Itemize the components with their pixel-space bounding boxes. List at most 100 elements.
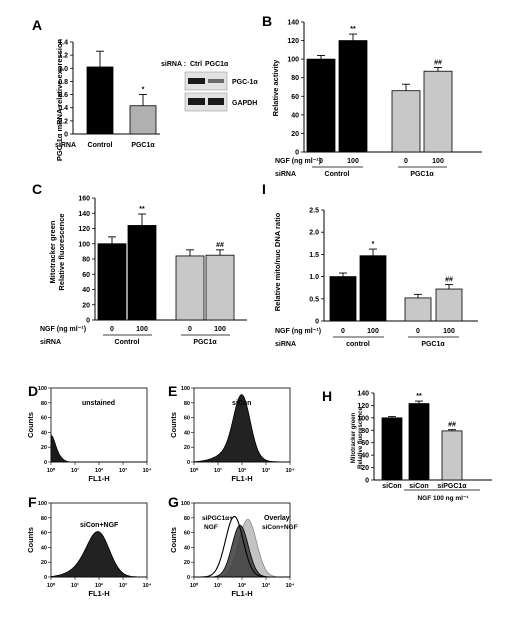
y-tick-label: 0 bbox=[187, 460, 190, 466]
y-tick-label: 100 bbox=[38, 501, 47, 507]
flow-d-caption: unstained bbox=[82, 400, 115, 407]
x-axis-label: FL1-H bbox=[231, 589, 252, 598]
blot-header: siRNA : bbox=[161, 61, 186, 68]
y-tick-label: 40 bbox=[41, 430, 47, 436]
chart-c-ylabel-bottom: Relative fluorescence bbox=[57, 213, 66, 290]
y-tick-label: 1.5 bbox=[309, 252, 319, 259]
y-tick-label: 40 bbox=[184, 430, 190, 436]
y-axis-label: Counts bbox=[169, 412, 178, 438]
chart-b: 0 20 40 60 80 100 120 140 0 ** 100 0 ## 100 Control PGC… bbox=[287, 20, 482, 178]
y-tick-label: 120 bbox=[287, 38, 299, 45]
category-label: 0 bbox=[188, 326, 192, 333]
bar bbox=[423, 70, 453, 153]
x-axis-label: FL1-H bbox=[88, 589, 109, 598]
y-tick-label: 1.0 bbox=[58, 66, 68, 73]
category-label: 100 bbox=[432, 158, 444, 165]
category-label: 0 bbox=[341, 328, 345, 335]
category-label: siCon bbox=[409, 483, 428, 490]
significance-mark: * bbox=[372, 241, 375, 248]
x-tick-label: 10⁴ bbox=[143, 583, 152, 589]
y-tick-label: 20 bbox=[41, 560, 47, 566]
y-tick-label: 100 bbox=[357, 415, 369, 422]
significance-mark: ## bbox=[216, 242, 224, 249]
y-tick-label: 40 bbox=[361, 453, 369, 460]
significance-mark: ## bbox=[448, 422, 456, 429]
y-tick-label: 80 bbox=[184, 401, 190, 407]
bar bbox=[97, 243, 127, 321]
chart-a: 0 0.2 0.4 0.6 0.8 1.0 1.2 1.4 Control * PGC1α bbox=[58, 40, 160, 149]
y-tick-label: 60 bbox=[184, 531, 190, 537]
y-axis-label: Counts bbox=[26, 412, 35, 438]
y-tick-label: 20 bbox=[184, 560, 190, 566]
group-label: control bbox=[346, 341, 370, 348]
significance-mark: ** bbox=[139, 206, 145, 213]
bar bbox=[381, 417, 403, 481]
category-label: 100 bbox=[214, 326, 226, 333]
y-axis-label: Counts bbox=[169, 527, 178, 553]
blot-lane-ctrl: Ctrl bbox=[190, 61, 202, 68]
histogram-unstained bbox=[50, 434, 147, 463]
chart-h: 0 20 40 60 80 100 120 140 siCon ** siCon ## siPGC1α bbox=[357, 391, 492, 490]
x-tick-label: 10² bbox=[95, 467, 103, 474]
significance-mark: ** bbox=[416, 393, 422, 400]
bar bbox=[391, 90, 421, 153]
panel-label-c: C bbox=[32, 181, 42, 197]
panel-label-b: B bbox=[262, 13, 272, 29]
chart-a-row-label: siRNA bbox=[55, 142, 76, 149]
y-tick-label: 0 bbox=[365, 478, 369, 485]
bar bbox=[205, 254, 235, 321]
y-tick-label: 20 bbox=[291, 131, 299, 138]
x-tick-label: 10⁴ bbox=[286, 583, 295, 589]
y-tick-label: 140 bbox=[287, 20, 299, 27]
y-tick-label: 160 bbox=[78, 196, 90, 203]
bar bbox=[175, 255, 205, 321]
bar bbox=[404, 297, 432, 322]
x-tick-label: 10³ bbox=[119, 582, 127, 589]
histogram-overlay-sicon bbox=[194, 524, 290, 578]
group-label: PGC1α bbox=[421, 341, 445, 348]
blot-band-pgc1a-sipgc bbox=[208, 79, 224, 83]
chart-i-row2-label: siRNA bbox=[275, 341, 296, 348]
bar bbox=[359, 255, 387, 322]
significance-mark: ** bbox=[350, 26, 356, 33]
y-tick-label: 0.4 bbox=[58, 105, 68, 112]
blot-band-gapdh-ctrl bbox=[188, 98, 205, 105]
chart-b-ylabel: Relative activity bbox=[271, 59, 280, 117]
x-tick-label: 10² bbox=[95, 582, 103, 589]
panel-label-a: A bbox=[32, 17, 42, 33]
y-tick-label: 0.6 bbox=[58, 92, 68, 99]
y-tick-label: 0 bbox=[187, 575, 190, 581]
y-tick-label: 20 bbox=[184, 445, 190, 451]
category-label: 0 bbox=[319, 158, 323, 165]
chart-h-ylabel-bottom: Relative fluorescence bbox=[358, 406, 364, 468]
y-tick-label: 60 bbox=[41, 416, 47, 422]
category-label: 100 bbox=[367, 328, 379, 335]
y-tick-label: 20 bbox=[361, 465, 369, 472]
chart-b-row1-label: NGF (ng ml⁻¹) bbox=[275, 158, 321, 165]
y-tick-label: 0 bbox=[86, 318, 90, 325]
category-label: 0 bbox=[110, 326, 114, 333]
y-tick-label: 80 bbox=[82, 257, 90, 264]
y-tick-label: 1.0 bbox=[309, 274, 319, 281]
chart-c-row1-label: NGF (ng ml⁻¹) bbox=[40, 326, 86, 333]
y-tick-label: 0 bbox=[315, 319, 319, 326]
flow-g-series-a: siPGC1α+ bbox=[202, 515, 233, 522]
flow-f-caption: siCon+NGF bbox=[80, 522, 119, 529]
y-tick-label: 0.2 bbox=[58, 118, 68, 125]
group-label: Control bbox=[115, 339, 140, 346]
x-tick-label: 10¹ bbox=[214, 467, 222, 474]
bar bbox=[306, 58, 336, 153]
x-tick-label: 10⁴ bbox=[286, 468, 295, 474]
bar bbox=[435, 288, 463, 322]
chart-i: 0 0.5 1.0 1.5 2.0 2.5 0 * 100 0 ## 100 control PGC1α bbox=[309, 208, 478, 348]
y-tick-label: 100 bbox=[78, 241, 90, 248]
histogram-sicon bbox=[193, 394, 290, 463]
y-tick-label: 80 bbox=[291, 75, 299, 82]
y-tick-label: 140 bbox=[78, 211, 90, 218]
x-tick-label: 10³ bbox=[262, 467, 270, 474]
y-tick-label: 0 bbox=[295, 150, 299, 157]
bar bbox=[338, 40, 368, 153]
flow-e-caption: siCon bbox=[232, 400, 251, 407]
panel-label-i: I bbox=[262, 181, 266, 197]
